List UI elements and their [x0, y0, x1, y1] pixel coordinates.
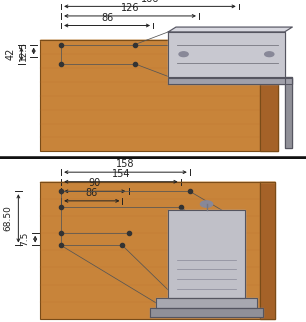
Circle shape	[200, 201, 213, 207]
Point	[59, 205, 64, 210]
Text: 86: 86	[86, 188, 98, 198]
Text: 154: 154	[112, 169, 130, 179]
Point	[132, 61, 137, 66]
Point	[59, 61, 64, 66]
Polygon shape	[260, 182, 275, 319]
Polygon shape	[156, 298, 257, 308]
Point	[187, 189, 192, 194]
Text: 166: 166	[141, 0, 159, 4]
Point	[59, 189, 64, 194]
Point	[120, 243, 125, 248]
Polygon shape	[260, 40, 278, 151]
Circle shape	[179, 52, 188, 57]
Text: 42: 42	[6, 48, 16, 61]
Polygon shape	[168, 78, 292, 84]
Polygon shape	[168, 211, 245, 298]
Polygon shape	[150, 308, 263, 317]
Point	[132, 42, 137, 47]
Point	[175, 42, 180, 47]
Text: 86: 86	[101, 13, 113, 23]
Point	[59, 230, 64, 235]
Text: 90: 90	[89, 178, 101, 188]
Text: 126: 126	[121, 3, 139, 13]
Text: 158: 158	[116, 159, 135, 169]
Polygon shape	[168, 32, 285, 77]
FancyBboxPatch shape	[40, 182, 260, 319]
Point	[59, 42, 64, 47]
Text: 68.50: 68.50	[4, 205, 13, 231]
Point	[126, 230, 131, 235]
Text: 12.5: 12.5	[19, 41, 28, 61]
Circle shape	[265, 52, 274, 57]
FancyBboxPatch shape	[40, 40, 260, 151]
Polygon shape	[168, 27, 292, 32]
Point	[59, 243, 64, 248]
Polygon shape	[285, 77, 292, 148]
Text: 7.5: 7.5	[21, 232, 30, 246]
Point	[178, 205, 183, 210]
